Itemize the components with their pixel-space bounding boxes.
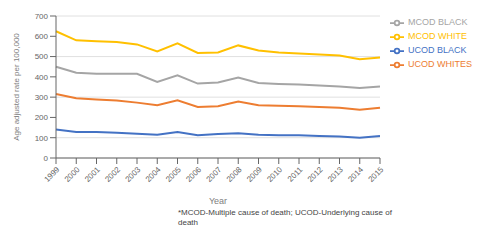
svg-text:2013: 2013	[326, 165, 345, 184]
svg-text:2008: 2008	[225, 165, 244, 184]
svg-text:2004: 2004	[144, 165, 163, 184]
svg-text:2007: 2007	[204, 165, 223, 184]
svg-text:2015: 2015	[366, 165, 385, 184]
html-text:MCOD WHITE: MCOD WHITE	[408, 31, 467, 42]
svg-text:2005: 2005	[164, 165, 183, 184]
svg-text:200: 200	[35, 113, 49, 122]
svg-text:Age adjusted rate per 100,000: Age adjusted rate per 100,000	[12, 33, 21, 141]
svg-text:2012: 2012	[306, 165, 325, 184]
svg-text:600: 600	[35, 32, 49, 41]
html-text:UCOD BLACK: UCOD BLACK	[408, 45, 467, 56]
html-text:MCOD BLACK: MCOD BLACK	[408, 17, 468, 28]
svg-text:0: 0	[44, 154, 49, 163]
svg-text:2009: 2009	[245, 165, 264, 184]
html-text:UCOD WHITES: UCOD WHITES	[408, 59, 472, 70]
svg-text:700: 700	[35, 12, 49, 21]
svg-text:2006: 2006	[184, 165, 203, 184]
svg-text:300: 300	[35, 93, 49, 102]
svg-text:2000: 2000	[63, 165, 82, 184]
svg-text:2014: 2014	[346, 165, 365, 184]
svg-text:100: 100	[35, 134, 49, 143]
svg-text:500: 500	[35, 52, 49, 61]
svg-text:1999: 1999	[42, 165, 61, 184]
html-text:*MCOD-Multiple cause of death;: *MCOD-Multiple cause of death; UCOD-Unde…	[178, 208, 392, 227]
svg-text:400: 400	[35, 73, 49, 82]
svg-text:Year: Year	[209, 196, 227, 204]
svg-text:2003: 2003	[123, 165, 142, 184]
svg-text:2001: 2001	[83, 165, 102, 184]
svg-text:2002: 2002	[103, 165, 122, 184]
svg-text:2010: 2010	[265, 165, 284, 184]
svg-text:2011: 2011	[286, 165, 305, 184]
